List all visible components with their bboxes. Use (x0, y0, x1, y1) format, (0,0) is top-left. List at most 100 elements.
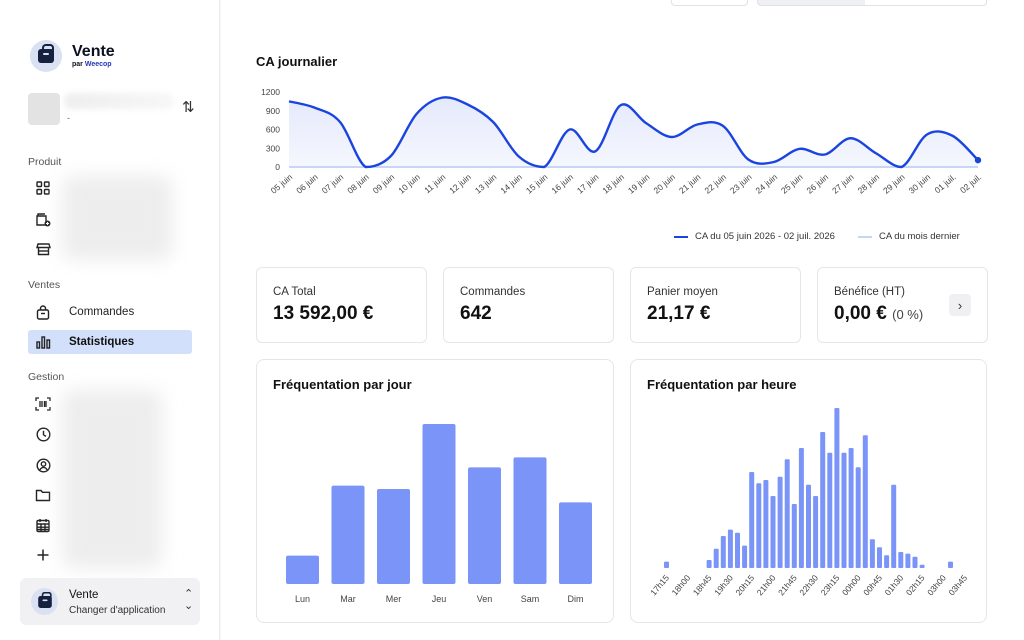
bar-day (331, 485, 365, 584)
bar-day (286, 555, 319, 584)
app-by-line: par Weecop (72, 61, 112, 68)
bar-day (422, 424, 456, 584)
legend-previous-swatch (858, 235, 872, 238)
x-tick-label: 12 juin (447, 172, 473, 196)
sidebar-item-gestion-1[interactable] (28, 392, 192, 416)
chevron-right-icon[interactable]: › (949, 294, 971, 316)
switcher-title: Vente (69, 589, 99, 601)
store-name-redacted[interactable] (64, 93, 174, 109)
sidebar-item-produit-3[interactable] (28, 237, 192, 261)
area-current (289, 97, 978, 167)
bar-hour (763, 480, 769, 568)
store-avatar[interactable] (28, 93, 60, 125)
shopping-bag-icon (37, 591, 52, 608)
y-tick-label: 600 (266, 125, 280, 135)
sidebar-item-gestion-6[interactable] (28, 543, 192, 567)
x-tick-label: 00h45 (861, 573, 884, 598)
x-tick-label: 21h45 (776, 573, 799, 598)
app-name: Vente (72, 43, 115, 60)
x-tick-label: 30 juin (907, 172, 933, 196)
x-tick-label: Lun (295, 594, 310, 604)
bar-hour (784, 459, 790, 568)
bar-hour (877, 547, 882, 568)
switch-store-icon[interactable]: ⇅ (182, 99, 195, 116)
x-tick-label: Jeu (432, 594, 447, 604)
bar-hour (912, 556, 918, 568)
kpi-card-commandes: Commandes 642 (443, 267, 614, 343)
y-tick-label: 1200 (261, 87, 280, 97)
x-tick-label: 24 juin (754, 172, 780, 196)
daily-revenue-title: CA journalier (256, 54, 338, 69)
x-tick-label: Dim (568, 594, 584, 604)
x-tick-label: 01 juil. (933, 172, 958, 195)
legend-current-label: CA du 05 juin 2026 - 02 juil. 2026 (695, 231, 835, 242)
sidebar-item-gestion-3[interactable] (28, 453, 192, 477)
bar-hour (727, 529, 733, 568)
bar-day (468, 467, 501, 584)
x-tick-label: 08 juin (345, 172, 371, 196)
x-tick-label: 27 juin (830, 172, 856, 196)
section-ventes: Ventes (28, 279, 61, 291)
x-tick-label: 13 juin (473, 172, 499, 196)
sidebar-item-label: Commandes (69, 306, 135, 318)
by-hour-title: Fréquentation par heure (647, 377, 797, 392)
sidebar-item-gestion-2[interactable] (28, 422, 192, 446)
y-tick-label: 0 (275, 162, 280, 172)
x-tick-label: 00h00 (840, 573, 863, 598)
top-control-left[interactable] (671, 0, 748, 6)
app-logo (30, 40, 62, 72)
x-tick-label: 21 juin (677, 172, 703, 196)
sidebar-item-label: Statistiques (69, 336, 135, 348)
sidebar-item-gestion-5[interactable] (28, 513, 192, 537)
x-tick-label: 17h15 (648, 573, 671, 598)
bar-hour (713, 548, 719, 568)
kpi-value: 642 (460, 303, 492, 324)
store-icon (32, 242, 54, 256)
sidebar-item-produit-1[interactable] (28, 176, 192, 200)
x-tick-label: Mar (340, 594, 356, 604)
x-tick-label: 07 juin (320, 172, 346, 196)
chevron-up-down-icon[interactable]: ⌃ ⌄ (184, 588, 194, 612)
sidebar-item-produit-2[interactable] (28, 207, 192, 231)
x-tick-label: 26 juin (805, 172, 831, 196)
bar-hour (756, 483, 762, 568)
legend-previous: CA du mois dernier (858, 231, 960, 242)
x-tick-label: 22 juin (702, 172, 728, 196)
sidebar-item-statistiques[interactable]: Statistiques (28, 330, 192, 354)
bar-hour (749, 472, 755, 568)
kpi-label: CA Total (273, 286, 316, 298)
shopping-bag-icon (38, 44, 54, 63)
clock-icon (32, 426, 54, 442)
bar-hour (884, 555, 890, 568)
redacted-product-items (62, 176, 172, 260)
x-tick-label: 21h00 (755, 573, 778, 598)
bar-day (377, 489, 410, 584)
kpi-label: Bénéfice (HT) (834, 286, 905, 298)
sidebar-item-gestion-4[interactable] (28, 483, 192, 507)
bar-hour (742, 545, 748, 568)
x-tick-label: 20h15 (733, 573, 756, 598)
x-tick-label: 14 juin (498, 172, 524, 196)
bar-hour (862, 435, 868, 568)
bar-hour (919, 564, 925, 568)
bar-chart-icon (32, 335, 54, 349)
top-segmented-control[interactable] (757, 0, 987, 6)
x-tick-label: 02 juil. (958, 172, 983, 195)
sidebar: Vente par Weecop - ⇅ Produit Ventes Comm… (0, 0, 220, 640)
x-tick-label: 10 juin (396, 172, 422, 196)
x-tick-label: 22h30 (797, 573, 820, 598)
x-tick-label: 16 juin (549, 172, 575, 196)
bar-hour (820, 432, 826, 568)
legend-previous-label: CA du mois dernier (879, 231, 960, 242)
kpi-label: Panier moyen (647, 286, 718, 298)
section-gestion: Gestion (28, 371, 65, 383)
app-switcher[interactable]: Vente Changer d'application ⌃ ⌄ (20, 578, 200, 625)
bar-hour (720, 536, 726, 568)
x-tick-label: 11 juin (422, 172, 447, 196)
sidebar-item-commandes[interactable]: Commandes (28, 300, 192, 324)
app-by-name: Weecop (84, 61, 112, 68)
daily-revenue-chart: 0 300 600 900 1200 05 juin 06 juin 07 juin 08 ju… (261, 87, 983, 196)
bar-hour (948, 561, 953, 568)
bar-hour (735, 532, 740, 568)
by-hour-chart: 17h1518h0018h4519h3020h1521h0021h4522h30… (648, 408, 969, 598)
